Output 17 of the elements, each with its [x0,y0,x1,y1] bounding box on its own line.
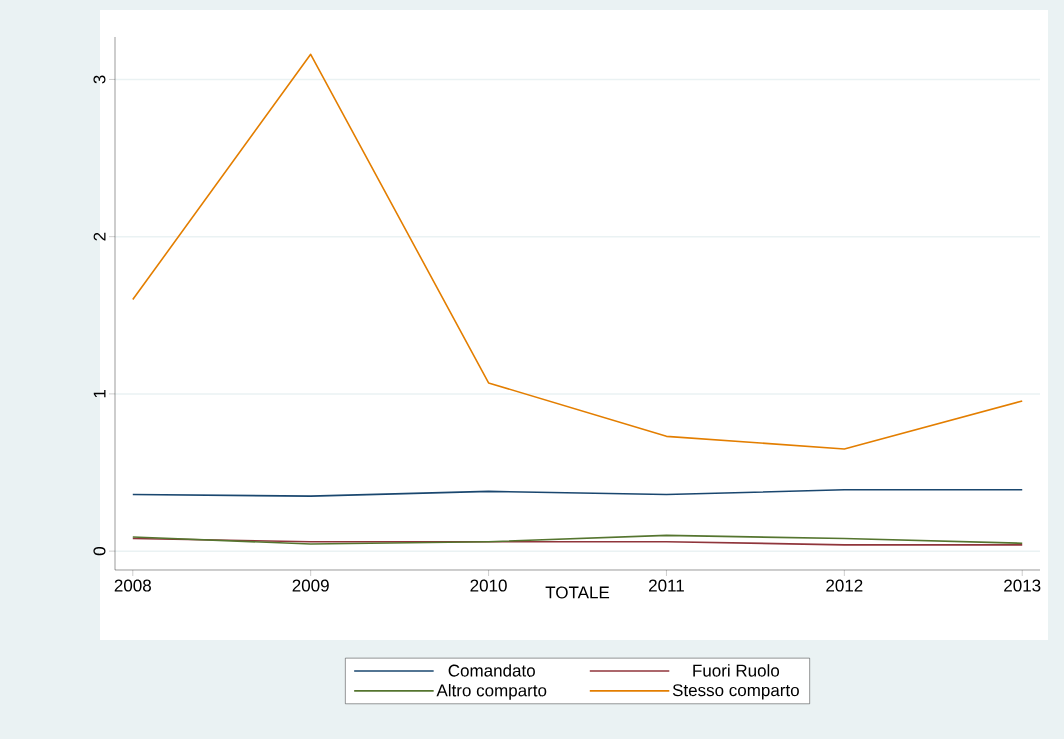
y-tick-label: 3 [93,75,106,84]
x-tick-label: 2010 [470,579,507,592]
x-tick-label: 2011 [649,579,684,592]
x-axis-title: TOTALE [545,586,610,599]
y-tick-label: 0 [93,547,106,556]
legend-label: Fuori Ruolo [693,664,780,677]
legend-label: Stesso comparto [672,684,799,700]
y-tick-label: 2 [93,232,106,241]
x-tick-label: 2009 [292,579,329,592]
line-series [131,489,1024,497]
y-tick-label: 1 [93,390,106,398]
legend-label: Altro comparto [436,683,547,700]
x-tick-label: 2012 [826,579,863,592]
x-tick-label: 2008 [114,579,151,592]
x-tick-label: 2013 [1004,579,1041,592]
legend-label: Comandato [448,664,535,677]
line-series [131,53,1024,450]
